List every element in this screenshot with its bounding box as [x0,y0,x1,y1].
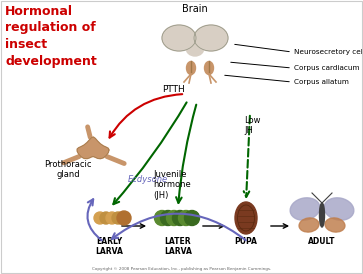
Ellipse shape [235,202,257,234]
Text: Hormonal
regulation of
insect
development: Hormonal regulation of insect developmen… [5,5,97,67]
Text: ADULT: ADULT [308,237,336,246]
Ellipse shape [299,218,319,232]
Text: Prothoracic
gland: Prothoracic gland [44,160,92,179]
Ellipse shape [162,25,196,51]
Text: Neurosecretory cells: Neurosecretory cells [294,49,363,55]
Circle shape [106,212,118,224]
Circle shape [112,212,124,224]
FancyArrowPatch shape [87,199,102,240]
Text: Copyright © 2008 Pearson Education, Inc., publishing as Pearson Benjamin Cumming: Copyright © 2008 Pearson Education, Inc.… [92,267,272,271]
Text: Juvenile
hormone
(JH): Juvenile hormone (JH) [153,170,191,200]
Circle shape [117,211,131,225]
Circle shape [172,210,188,226]
Text: Low
JH: Low JH [244,116,261,135]
Circle shape [167,210,182,226]
Circle shape [184,210,200,226]
Circle shape [155,210,170,226]
Ellipse shape [325,218,345,232]
Ellipse shape [204,61,213,75]
Ellipse shape [290,198,320,220]
Text: EARLY
LARVA: EARLY LARVA [95,237,123,256]
Text: PUPA: PUPA [234,237,257,246]
Text: Corpus cardiacum: Corpus cardiacum [294,65,359,71]
Text: LATER
LARVA: LATER LARVA [164,237,192,256]
Ellipse shape [319,203,325,227]
Circle shape [179,210,193,226]
Text: Corpus allatum: Corpus allatum [294,79,349,85]
Circle shape [100,212,112,224]
Ellipse shape [186,40,204,56]
Ellipse shape [194,25,228,51]
Polygon shape [77,137,109,159]
FancyArrowPatch shape [112,214,246,240]
Ellipse shape [324,198,354,220]
Ellipse shape [187,61,196,75]
Text: PTTH: PTTH [162,85,185,95]
Circle shape [94,212,106,224]
Circle shape [160,210,175,226]
Text: Ecdysone: Ecdysone [128,176,168,184]
Text: Brain: Brain [182,4,208,14]
